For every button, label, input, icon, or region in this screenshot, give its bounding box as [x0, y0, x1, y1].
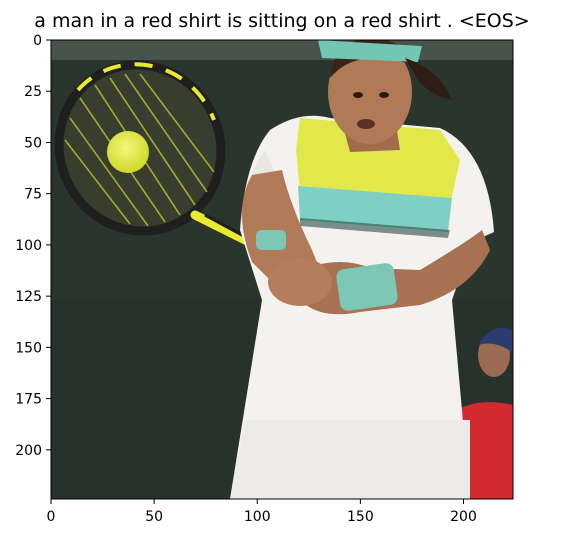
- x-tick-label: 100: [244, 509, 271, 525]
- x-tick-label: 0: [47, 509, 56, 525]
- figure-title: a man in a red shirt is sitting on a red…: [34, 10, 529, 32]
- y-tick-label: 0: [33, 33, 42, 49]
- x-tick-label: 50: [145, 509, 163, 525]
- tennis-player: [230, 40, 494, 499]
- y-tick-label: 150: [15, 340, 42, 356]
- displayed-image: [51, 40, 513, 499]
- x-tick-label: 150: [347, 509, 374, 525]
- y-tick-label: 25: [24, 84, 42, 100]
- wristband-left: [256, 230, 286, 250]
- wristband-right: [336, 263, 398, 311]
- x-tick-label: 200: [450, 509, 477, 525]
- y-tick-label: 200: [15, 443, 42, 459]
- y-tick-label: 75: [24, 187, 42, 203]
- axes-frame: [50, 39, 514, 500]
- y-axis: 0 25 50 75 100 125 150 175 200: [15, 33, 51, 459]
- y-tick-label: 125: [15, 289, 42, 305]
- y-tick-label: 100: [15, 238, 42, 254]
- tennis-ball: [107, 131, 149, 173]
- y-tick-label: 175: [15, 392, 42, 408]
- x-axis: 0 50 100 150 200: [47, 499, 477, 525]
- y-tick-label: 50: [24, 135, 42, 151]
